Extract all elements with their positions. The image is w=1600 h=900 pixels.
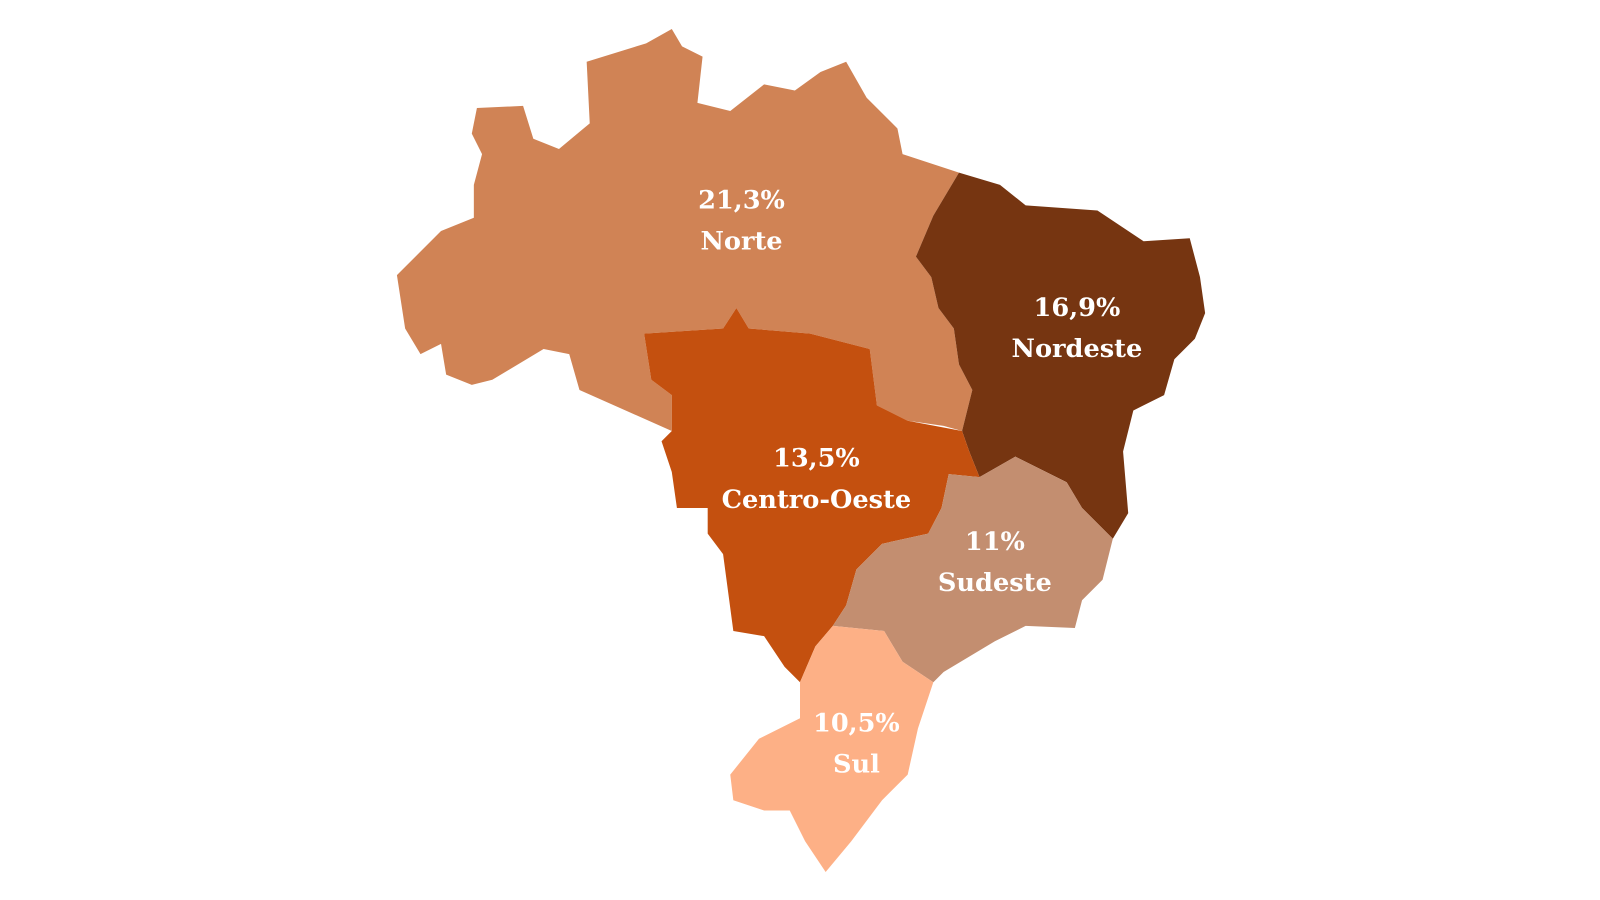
- region-sul: [730, 625, 934, 873]
- region-norte: [396, 28, 973, 432]
- region-nordeste: [915, 172, 1206, 539]
- region-name: Centro-Oeste: [722, 485, 912, 515]
- region-sudeste: [832, 456, 1113, 683]
- region-value: 16,9%: [1034, 293, 1121, 323]
- region-value: 13,5%: [773, 444, 860, 474]
- region-name: Norte: [700, 226, 782, 256]
- region-name: Sudeste: [938, 568, 1052, 598]
- region-value: 11%: [965, 527, 1025, 557]
- region-value: 10,5%: [813, 708, 900, 738]
- region-name: Nordeste: [1012, 334, 1143, 364]
- region-value: 21,3%: [698, 185, 785, 215]
- region-name: Sul: [833, 749, 880, 779]
- region-centro-oeste: [644, 307, 980, 683]
